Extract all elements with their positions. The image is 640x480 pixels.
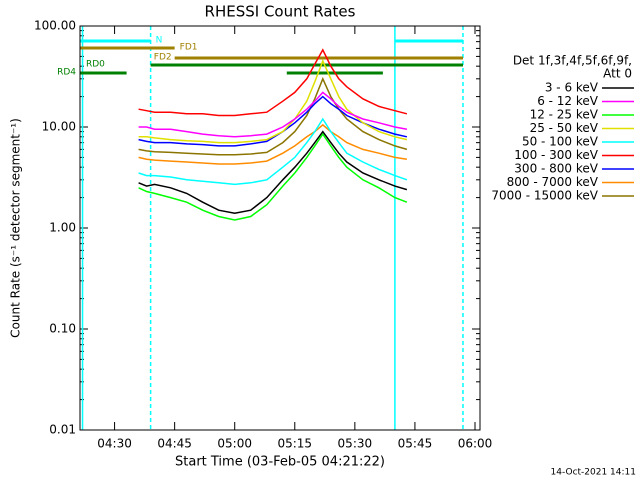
- legend-header: Det 1f,3f,4f,5f,6f,9f,: [513, 54, 632, 68]
- plot-frame: [79, 25, 481, 431]
- legend-label: 7000 - 15000 keV: [491, 189, 598, 203]
- x-axis-label: Start Time (03-Feb-05 04:21:22): [175, 455, 385, 470]
- flag-label: FD2: [154, 53, 172, 63]
- legend-label: 50 - 100 keV: [522, 135, 599, 149]
- series-line: [138, 117, 408, 186]
- legend-label: 12 - 25 keV: [530, 108, 599, 122]
- y-tick-label: 0.01: [49, 423, 76, 437]
- series-line: [138, 91, 408, 138]
- y-tick-label: 1.00: [49, 221, 76, 235]
- x-tick-label: 05:30: [338, 437, 373, 451]
- flag-label: FD1: [180, 43, 198, 53]
- y-axis-label: Count Rate (s⁻¹ detector segment⁻¹): [9, 118, 23, 338]
- series-line: [138, 132, 408, 221]
- y-tick-label: 100.00: [34, 19, 76, 33]
- x-tick-label: 06:00: [458, 437, 493, 451]
- x-tick-label: 05:15: [277, 437, 312, 451]
- y-tick-label: 10.00: [42, 120, 76, 134]
- chart-title: RHESSI Count Rates: [205, 3, 356, 21]
- x-tick-label: 05:45: [398, 437, 433, 451]
- x-tick-label: 04:30: [97, 437, 132, 451]
- series-line: [138, 123, 408, 165]
- x-tick-label: 05:00: [217, 437, 252, 451]
- series-line: [138, 95, 408, 147]
- flag-label: RD4: [57, 68, 76, 78]
- y-tick-label: 0.10: [49, 322, 76, 336]
- legend-label: 300 - 800 keV: [514, 162, 598, 176]
- legend-label: 6 - 12 keV: [537, 94, 599, 108]
- legend-header: Att 0: [603, 67, 632, 81]
- flag-label: N: [156, 36, 163, 46]
- legend-label: 3 - 6 keV: [545, 81, 599, 95]
- footer: 14-Oct-2021 14:11: [551, 468, 636, 478]
- x-tick-label: 04:45: [157, 437, 192, 451]
- series-line: [138, 76, 408, 156]
- series-line: [138, 48, 408, 117]
- legend-label: 100 - 300 keV: [514, 148, 598, 162]
- legend-label: 800 - 7000 keV: [507, 175, 599, 189]
- series-line: [138, 130, 408, 214]
- flag-label: RD0: [86, 60, 105, 70]
- legend-label: 25 - 50 keV: [530, 121, 599, 135]
